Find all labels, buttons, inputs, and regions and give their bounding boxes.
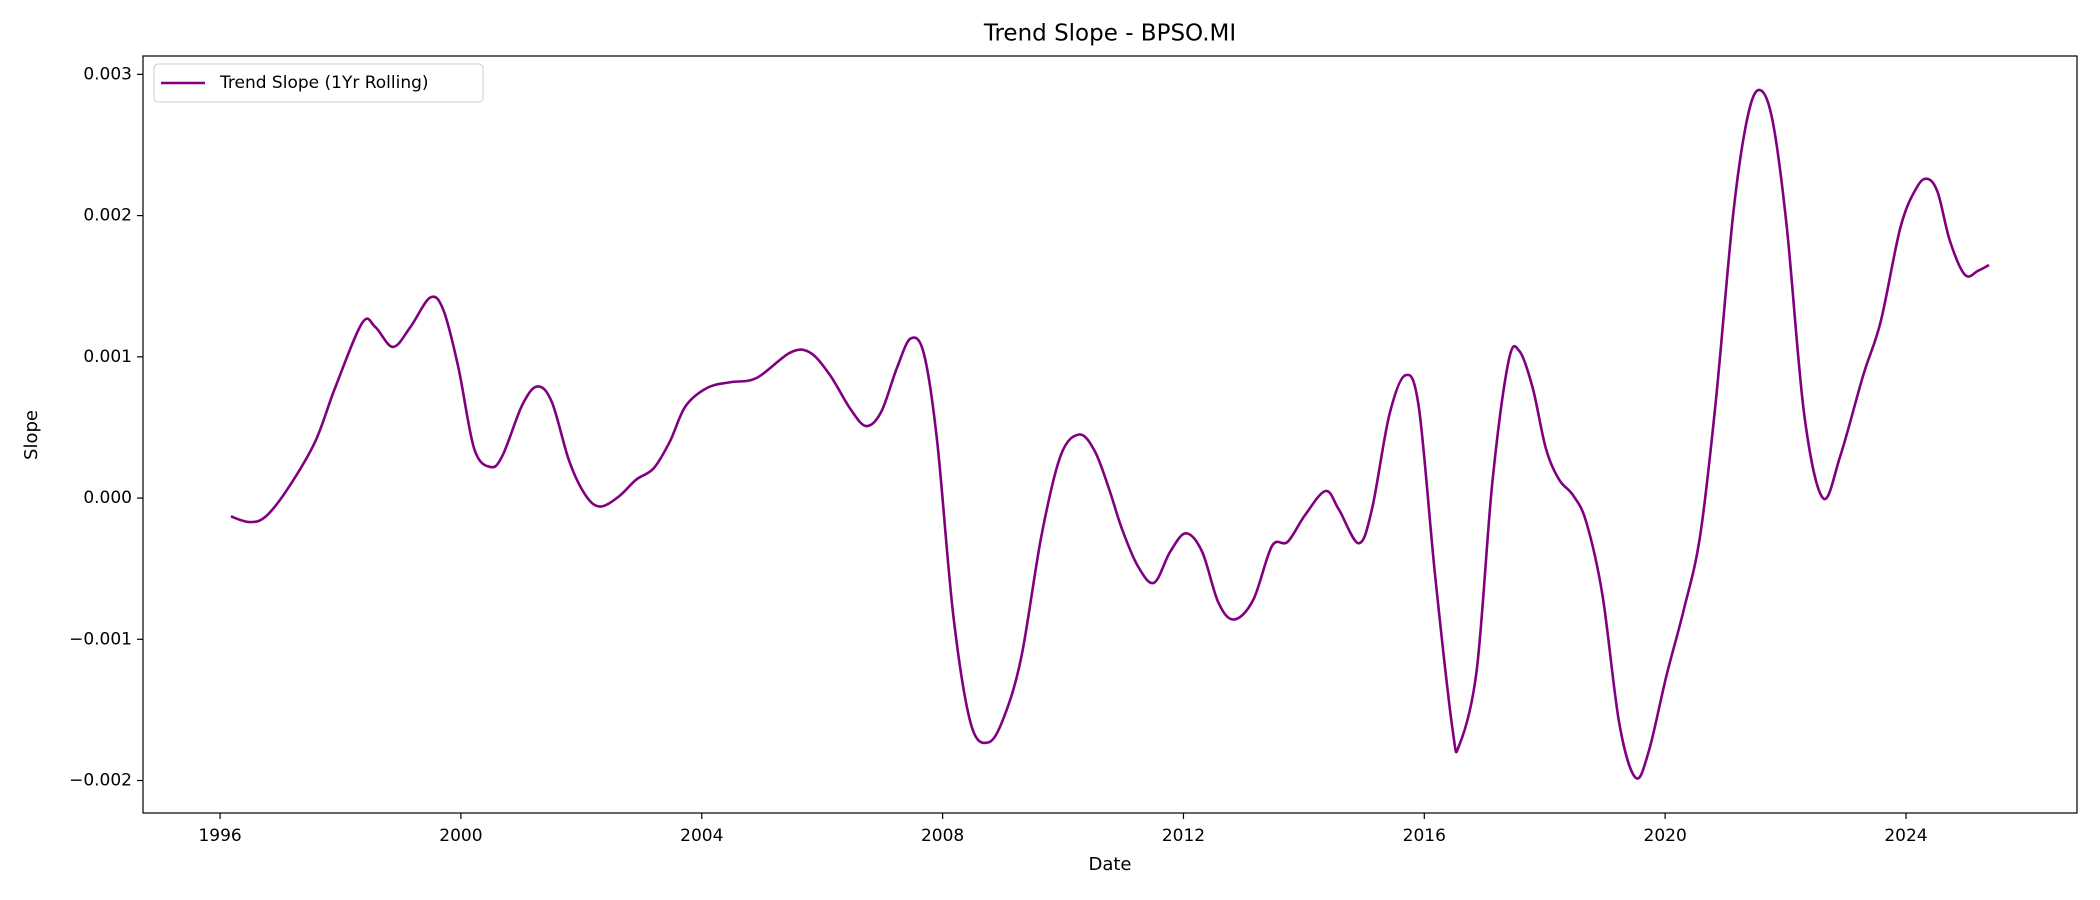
- x-axis-label: Date: [1088, 854, 1131, 875]
- y-tick-label: 0.003: [83, 64, 132, 84]
- x-tick-label: 2004: [680, 826, 723, 846]
- legend-box: [153, 63, 484, 103]
- x-tick-label: 2012: [1162, 826, 1205, 846]
- plot-frame: [142, 55, 2078, 814]
- x-tick-label: 2024: [1884, 826, 1927, 846]
- chart-title: Trend Slope - BPSO.MI: [983, 21, 1236, 47]
- x-tick-label: 2016: [1403, 826, 1446, 846]
- legend-label: Trend Slope (1Yr Rolling): [219, 73, 429, 93]
- x-tick-label: 2020: [1644, 826, 1687, 846]
- x-tick-label: 2000: [439, 826, 482, 846]
- data-line: [230, 88, 1990, 780]
- x-tick-label: 2008: [921, 826, 964, 846]
- x-tick-label: 1996: [198, 826, 241, 846]
- legend: Trend Slope (1Yr Rolling): [153, 63, 484, 103]
- y-tick-label: −0.002: [69, 771, 132, 791]
- y-tick-label: −0.001: [69, 629, 132, 649]
- y-tick-label: 0.001: [83, 347, 132, 367]
- y-tick-label: 0.000: [83, 488, 132, 508]
- y-tick-label: 0.002: [83, 206, 132, 226]
- y-axis-label: Slope: [21, 410, 42, 460]
